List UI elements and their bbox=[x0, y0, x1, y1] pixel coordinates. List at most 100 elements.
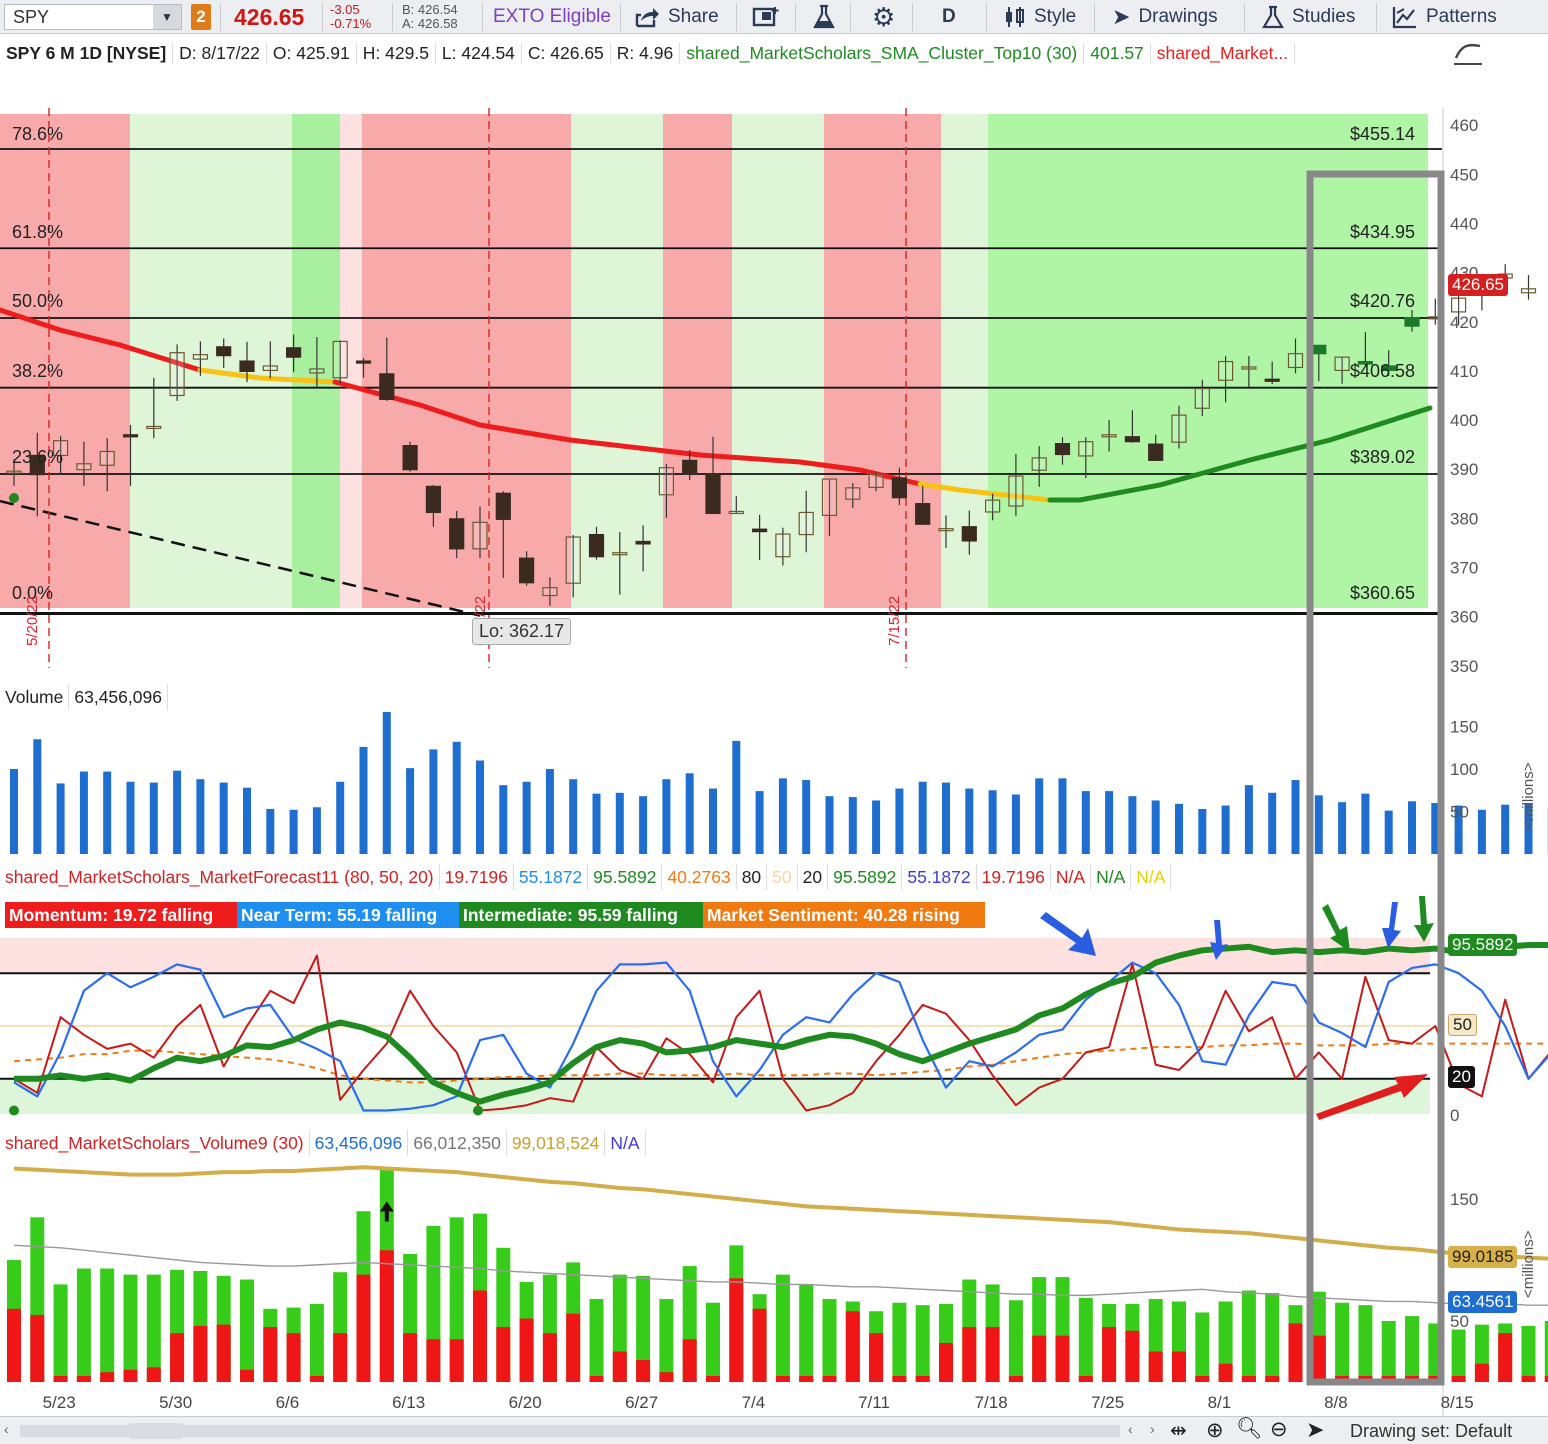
patterns-label: Patterns bbox=[1426, 6, 1497, 27]
vol9-bar-down bbox=[659, 1372, 674, 1382]
candle bbox=[1427, 316, 1443, 320]
candle bbox=[1264, 378, 1280, 382]
vol9-bar-down bbox=[1335, 1375, 1350, 1382]
vol9-bar-down bbox=[1055, 1335, 1070, 1382]
drawing-set-label[interactable]: Drawing set: Default bbox=[1350, 1421, 1513, 1441]
candle bbox=[915, 503, 931, 525]
studies-lab-button[interactable] bbox=[812, 0, 836, 34]
vol9-bar-total bbox=[1428, 1323, 1443, 1382]
bottom-toolbar: ‹ ▲ ‹ › ⇹ ⊕ 🔍︎ ⊖ ➤ Drawing set: Default bbox=[0, 1416, 1548, 1444]
divider bbox=[1376, 3, 1377, 31]
candle bbox=[658, 467, 675, 496]
chevron-down-icon[interactable]: ▼ bbox=[153, 5, 181, 29]
vol9-bar-down bbox=[612, 1351, 627, 1382]
forecast-chart[interactable] bbox=[0, 936, 1548, 1132]
expand-icon[interactable]: ⇹ bbox=[1170, 1420, 1187, 1442]
volume-bar bbox=[289, 809, 298, 854]
study-sma-cluster-label[interactable]: shared_MarketScholars_SMA_Cluster_Top10 … bbox=[680, 42, 1085, 64]
flexible-grid-button[interactable] bbox=[752, 0, 780, 34]
study-secondary-label[interactable]: shared_Market... bbox=[1151, 42, 1296, 64]
patterns-button[interactable]: Patterns bbox=[1392, 0, 1497, 34]
price-chart[interactable]: 350360370380390400410420430440450460470 bbox=[0, 108, 1548, 680]
gear-icon[interactable]: ⚙ bbox=[872, 1, 896, 32]
volume-bar bbox=[1128, 796, 1137, 854]
forecast-val: 19.7196 bbox=[440, 864, 514, 890]
perf-9m: 9 Months: -8.72% bbox=[664, 80, 807, 101]
vol9-bar-total bbox=[1241, 1290, 1256, 1382]
net-change: -3.05 -0.71% bbox=[330, 2, 372, 31]
volume-bar bbox=[1244, 785, 1253, 854]
volume-bar bbox=[103, 771, 112, 854]
symbol-input[interactable]: SPY ▼ bbox=[4, 4, 182, 30]
vol9-bar-total bbox=[1218, 1301, 1233, 1382]
candle bbox=[1031, 457, 1047, 471]
scroll-right-icon[interactable]: › bbox=[1150, 1421, 1155, 1437]
forecast-val: 80 bbox=[737, 864, 768, 890]
bar-low: L: 424.54 bbox=[436, 42, 522, 64]
vol9-bar-down bbox=[1102, 1327, 1117, 1382]
volume-bar bbox=[732, 740, 741, 854]
vol9-bar-down bbox=[1078, 1375, 1093, 1382]
style-label: Style bbox=[1034, 6, 1077, 27]
vol9-bar-down bbox=[1474, 1363, 1489, 1382]
pointer-icon[interactable]: ➤ bbox=[1306, 1417, 1325, 1442]
date-tick: 7/11 bbox=[858, 1393, 890, 1412]
volume-bar bbox=[988, 790, 997, 854]
volume-bar bbox=[429, 749, 438, 854]
candle bbox=[728, 510, 744, 515]
vol9-bar-down bbox=[216, 1324, 231, 1382]
price-tick: 460 bbox=[1450, 116, 1478, 135]
divider bbox=[1244, 3, 1245, 31]
zoom-in-icon[interactable]: 🔍︎ bbox=[1236, 1417, 1263, 1440]
volume-bar bbox=[1384, 810, 1393, 854]
vol9-bar-down bbox=[1008, 1375, 1023, 1382]
link-badge[interactable]: 2 bbox=[191, 4, 211, 30]
style-button[interactable]: Style bbox=[1004, 0, 1076, 34]
studies-button[interactable]: Studies bbox=[1262, 0, 1355, 34]
vol9-title[interactable]: shared_MarketScholars_Volume9 (30) bbox=[0, 1130, 310, 1156]
fib-price-435: $434.95 bbox=[1350, 222, 1416, 242]
period-button[interactable]: D bbox=[942, 6, 956, 27]
vol9-bar-down bbox=[426, 1339, 441, 1382]
volume-bar bbox=[802, 780, 811, 854]
volume-bar bbox=[1058, 778, 1067, 854]
vol9-bar-down bbox=[193, 1325, 208, 1382]
volume-bar bbox=[522, 781, 531, 854]
vol9-bar-down bbox=[1451, 1375, 1466, 1382]
date-tick: 7/25 bbox=[1091, 1393, 1124, 1412]
fib-label-786: 78.6% bbox=[12, 124, 64, 144]
exto-eligible-link[interactable]: EXTO Eligible bbox=[493, 6, 611, 27]
candle bbox=[1520, 288, 1537, 294]
bid-ask: B: 426.54 A: 426.58 bbox=[402, 2, 458, 31]
chart-settings-icon[interactable] bbox=[1452, 40, 1484, 68]
share-button[interactable]: Share bbox=[634, 0, 719, 34]
scroll-left2-icon[interactable]: ‹ bbox=[1128, 1421, 1133, 1437]
vol9-bar-down bbox=[589, 1375, 604, 1382]
vol9-bar-down bbox=[76, 1375, 91, 1382]
scrollbar-track[interactable] bbox=[20, 1425, 1120, 1437]
drawings-button[interactable]: ➤ Drawings bbox=[1112, 0, 1218, 34]
fib-label-382: 38.2% bbox=[12, 361, 64, 381]
signal-dot bbox=[9, 1105, 19, 1116]
candle bbox=[798, 511, 814, 536]
fib-price-421: $420.76 bbox=[1350, 291, 1416, 311]
regime-band bbox=[292, 114, 340, 608]
drawings-label: Drawings bbox=[1138, 6, 1218, 27]
forecast-val: 95.5892 bbox=[588, 864, 663, 890]
zoom-out-icon[interactable]: ⊖ bbox=[1270, 1418, 1288, 1441]
forecast-title[interactable]: shared_MarketScholars_MarketForecast11 (… bbox=[0, 864, 440, 890]
vol9-bar-total bbox=[1335, 1302, 1350, 1382]
scroll-left-icon[interactable]: ‹ bbox=[4, 1421, 9, 1437]
vol9-bar-down bbox=[799, 1375, 814, 1382]
vol9-bar-total bbox=[240, 1279, 254, 1382]
low-bubble: Lo: 362.17 bbox=[472, 618, 572, 645]
date-tick: 7/4 bbox=[742, 1393, 766, 1412]
candle-icon bbox=[1006, 7, 1024, 27]
date-tick: 8/8 bbox=[1324, 1393, 1348, 1412]
vol9-bar-down bbox=[775, 1375, 790, 1382]
flask-icon bbox=[813, 4, 835, 29]
crosshair-icon[interactable]: ⊕ bbox=[1206, 1419, 1224, 1442]
volume-chart[interactable]: 50 100 150 bbox=[0, 712, 1548, 858]
vol9-chart[interactable]: 50 150 5/23 5/30 6/6 6/13 6/20 6/27 7/4 7/11 7/18 7… bbox=[0, 1158, 1548, 1416]
candle bbox=[635, 540, 651, 545]
